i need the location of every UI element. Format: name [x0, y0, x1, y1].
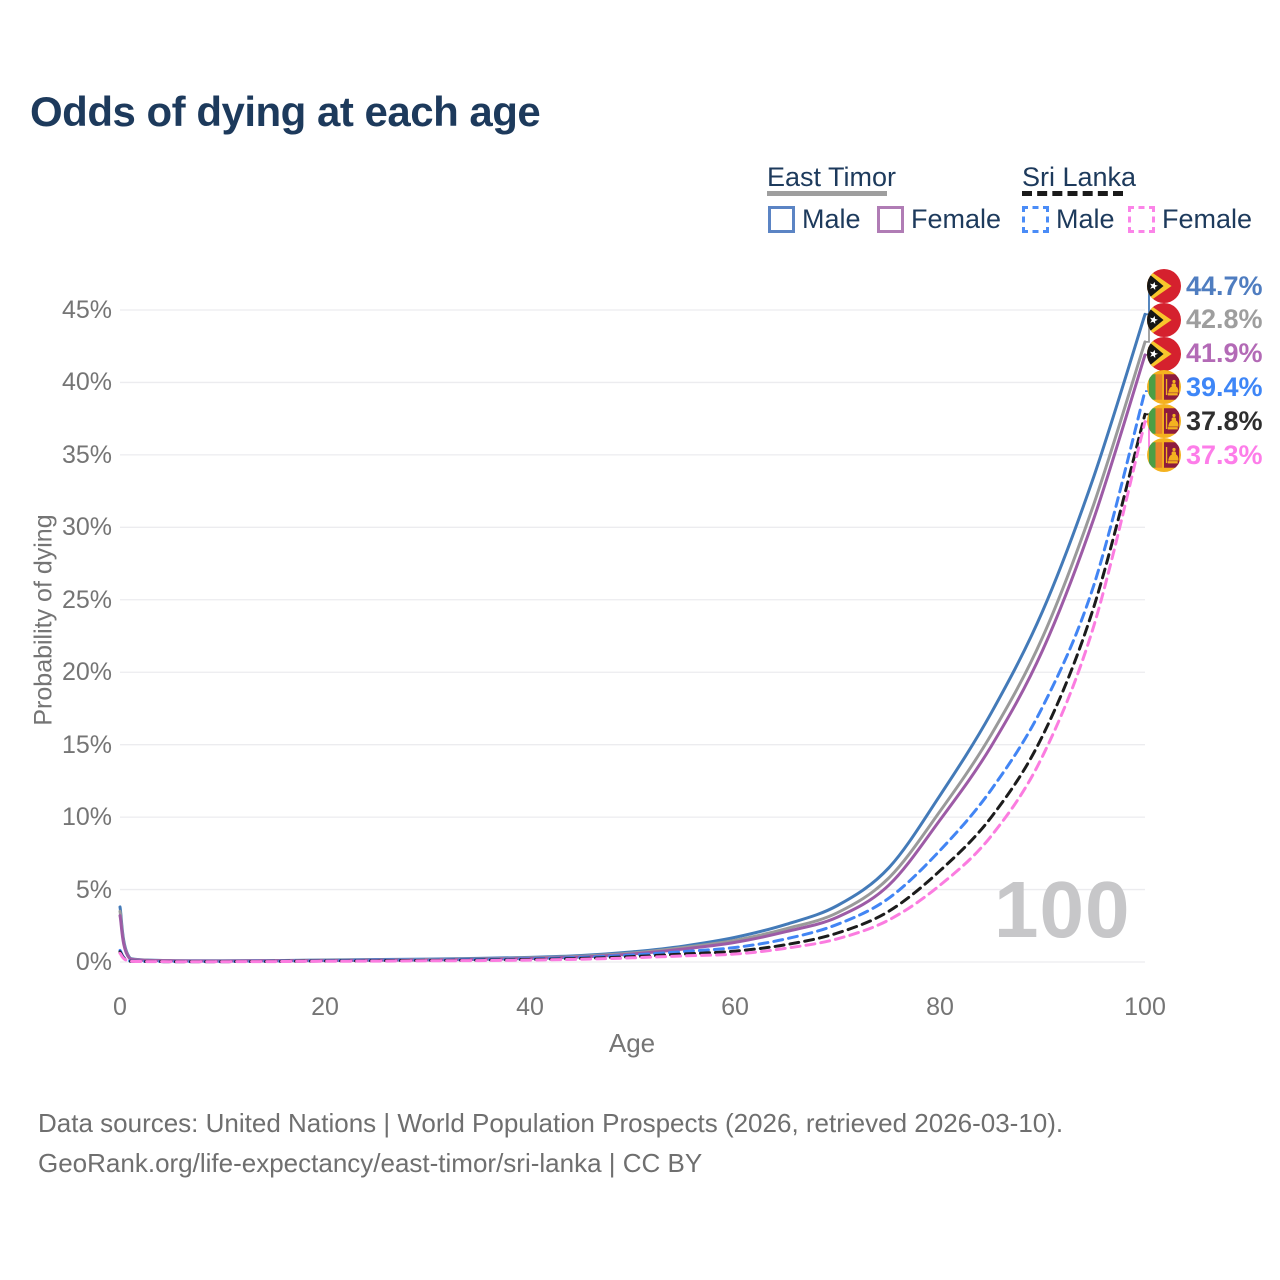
x-tick-label: 20 — [311, 993, 339, 1021]
y-tick-label: 15% — [61, 730, 112, 759]
legend-item-label: Female — [911, 203, 1002, 234]
legend-item-label: Male — [1056, 203, 1115, 234]
end-label-east-timor-male: 44.7% — [1147, 269, 1263, 303]
x-axis-title: Age — [608, 1028, 656, 1058]
x-tick-label: 80 — [926, 993, 954, 1021]
y-tick-label: 0% — [75, 948, 112, 976]
x-tick-label: 100 — [1124, 993, 1166, 1021]
series-line-east-timor-female[interactable] — [118, 353, 1147, 963]
east-timor-flag-icon — [1147, 269, 1181, 303]
legend-item-sri-lanka-female[interactable]: Female — [1128, 203, 1253, 234]
legend-item-east-timor-female[interactable]: Female — [877, 203, 1002, 234]
end-value-label: 42.8% — [1186, 304, 1263, 335]
x-tick-label: 60 — [721, 993, 749, 1021]
end-label-sri-lanka-female: 37.3% — [1147, 438, 1263, 472]
legend-item-sri-lanka-male[interactable]: Male — [1022, 203, 1115, 234]
series-line-east-timor-total[interactable] — [118, 340, 1147, 963]
end-label-east-timor-female: 41.9% — [1147, 336, 1263, 371]
legend-swatch-east-timor-female — [877, 205, 904, 233]
end-value-label: 37.8% — [1186, 405, 1263, 436]
page-title: Odds of dying at each age — [30, 88, 541, 135]
end-value-label: 39.4% — [1186, 371, 1263, 402]
east-timor-flag-icon — [1147, 336, 1181, 371]
y-tick-label: 40% — [61, 368, 112, 397]
series-line-sri-lanka-total[interactable] — [118, 412, 1147, 964]
y-tick-label: 10% — [61, 803, 112, 832]
legend-item-east-timor-male[interactable]: Male — [768, 203, 861, 234]
end-label-sri-lanka-total: 37.8% — [1147, 404, 1263, 439]
legend-swatch-east-timor-male — [768, 205, 795, 233]
hover-age-watermark: 100 — [994, 865, 1131, 954]
y-tick-label: 45% — [61, 296, 112, 324]
y-tick-label: 30% — [61, 513, 112, 542]
legend-group-sri-lanka: Sri Lanka — [1022, 162, 1137, 192]
end-label-east-timor-total: 42.8% — [1147, 302, 1263, 337]
data-sources-text: Data sources: United Nations | World Pop… — [38, 1108, 1064, 1138]
y-tick-label: 20% — [61, 658, 112, 687]
legend-rule-sri-lanka — [1022, 191, 1123, 196]
y-tick-label: 5% — [75, 875, 112, 904]
series-line-sri-lanka-female[interactable] — [118, 420, 1147, 964]
y-axis-title: Probability of dying — [29, 514, 58, 726]
legend-group-east-timor: East Timor — [767, 162, 897, 192]
series-line-sri-lanka-male[interactable] — [118, 389, 1147, 964]
y-tick-label: 25% — [61, 585, 112, 614]
end-value-label: 41.9% — [1186, 338, 1263, 369]
legend-swatch-sri-lanka-female — [1128, 205, 1155, 233]
series-line-east-timor-male[interactable] — [118, 312, 1147, 963]
sri-lanka-flag-icon — [1147, 438, 1181, 472]
end-value-label: 44.7% — [1186, 270, 1263, 301]
sri-lanka-flag-icon — [1147, 404, 1181, 439]
end-label-sri-lanka-male: 39.4% — [1147, 370, 1263, 405]
legend-item-label: Female — [1162, 203, 1253, 234]
y-tick-label: 35% — [61, 440, 112, 469]
x-tick-label: 40 — [516, 993, 544, 1021]
end-value-label: 37.3% — [1186, 439, 1263, 470]
x-tick-label: 0 — [113, 993, 127, 1021]
legend-rule-east-timor — [767, 191, 887, 196]
east-timor-flag-icon — [1147, 302, 1181, 337]
legend-item-label: Male — [802, 203, 861, 234]
sri-lanka-flag-icon — [1147, 370, 1181, 405]
legend-swatch-sri-lanka-male — [1022, 205, 1049, 233]
attribution-link-text: GeoRank.org/life-expectancy/east-timor/s… — [38, 1148, 703, 1178]
